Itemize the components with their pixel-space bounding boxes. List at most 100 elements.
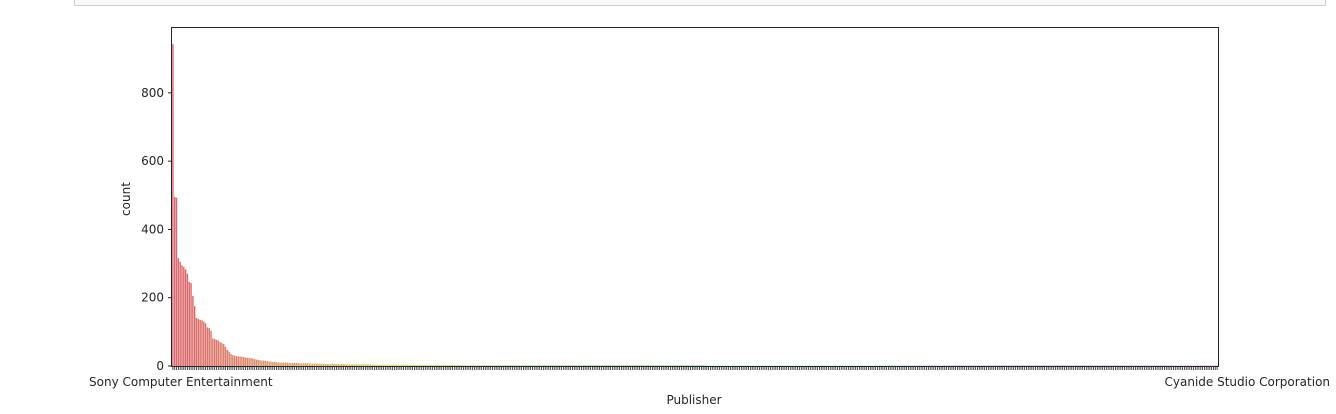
bar [442,364,445,366]
bar [230,354,232,366]
bar [589,365,592,366]
bar [419,364,421,366]
bar [204,323,207,366]
bar [282,362,285,366]
bar [453,364,456,366]
bar [370,364,372,366]
bar [270,361,272,366]
previous-output-cell [74,0,1326,6]
bar [362,364,365,366]
bar [306,363,309,366]
bar [626,365,628,366]
bar [253,359,256,366]
y-axis-label: count [119,182,133,216]
bar [691,365,693,366]
bar [326,363,328,366]
bar [344,364,347,366]
bar [702,365,704,366]
bar [193,305,196,366]
y-tick-label: 800 [141,86,164,100]
bar [275,362,278,366]
bar [244,357,247,366]
bar [348,364,350,366]
bar [499,365,501,366]
bar [586,365,588,366]
y-tick-label: 400 [141,222,164,236]
y-ticks-group: 0 200 400 600 800 [141,86,172,373]
bar [613,365,615,366]
bar [197,318,200,366]
bar [669,365,672,366]
bar [411,364,414,366]
bar [533,365,536,366]
bar [422,364,425,366]
bar [268,361,270,366]
bar [417,364,419,366]
bar [618,365,621,366]
bar [622,365,624,366]
bar [333,363,336,366]
bar [201,320,203,366]
bar [342,363,345,366]
bar [359,364,361,366]
bar [678,365,681,366]
bar [687,365,690,366]
bar [413,364,416,366]
bar [339,363,341,366]
bar [546,365,548,366]
bar [500,365,503,366]
bar [410,364,412,366]
bar [195,317,198,366]
bar [480,365,483,366]
bar [186,273,189,366]
bar [341,363,343,366]
bar [686,365,688,366]
bar [704,365,706,366]
bar [551,365,554,366]
bar [273,361,276,366]
bar [404,364,407,366]
bar [646,365,648,366]
bar [357,364,359,366]
bar [312,363,314,366]
bar [215,339,218,366]
bar [537,365,539,366]
bar [252,358,254,366]
bar [399,364,401,366]
bar [627,365,630,366]
bar [539,365,541,366]
bar [609,365,612,366]
bar [638,365,641,366]
bar [529,365,532,366]
bar [455,364,457,366]
bar [224,346,227,366]
bar [450,364,452,366]
bar [390,364,392,366]
bar [235,356,238,366]
bar [308,363,310,366]
bar [540,365,543,366]
bar [571,365,574,366]
bar [286,362,289,366]
bar [680,365,683,366]
x-tick-label-last: Cyanide Studio Corporation [1165,375,1331,389]
bar [322,363,325,366]
bar [377,364,379,366]
bar [373,364,376,366]
bar [548,365,550,366]
bar [553,365,555,366]
bar [295,362,298,366]
bar [219,342,221,366]
bar [217,340,220,366]
bar [272,361,274,366]
bar [484,365,486,366]
bar [302,363,305,366]
bar [408,364,410,366]
bar [184,269,187,366]
bar [368,364,370,366]
bar [489,365,492,366]
bar [602,365,605,366]
bar [192,296,194,366]
bar [439,364,441,366]
